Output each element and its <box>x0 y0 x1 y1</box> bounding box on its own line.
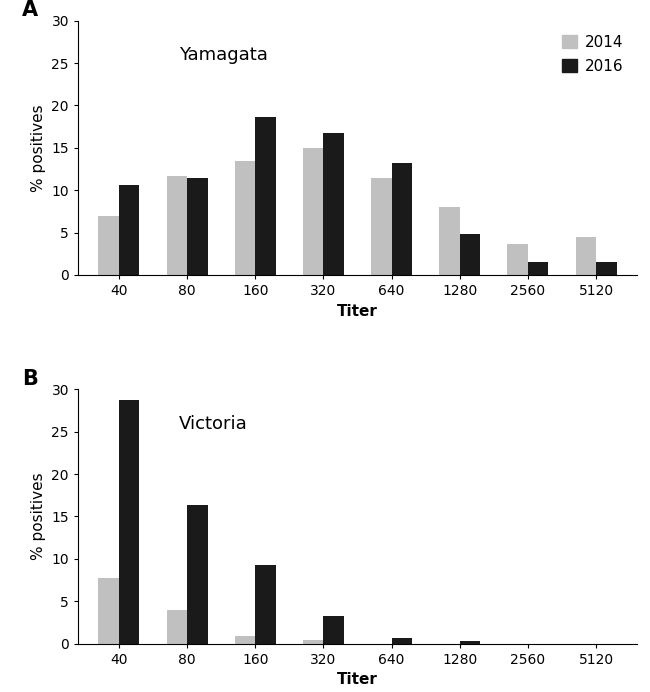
Bar <box>255 565 276 644</box>
Bar <box>187 179 207 275</box>
Bar <box>324 133 344 275</box>
Bar <box>391 637 412 644</box>
Legend: 2014, 2016: 2014, 2016 <box>556 28 629 80</box>
Text: A: A <box>22 1 38 21</box>
Bar <box>98 579 119 644</box>
Bar <box>166 176 187 275</box>
X-axis label: Titer: Titer <box>337 304 378 318</box>
X-axis label: Titer: Titer <box>337 672 378 687</box>
Bar <box>98 216 119 275</box>
Bar <box>235 636 255 644</box>
Bar <box>391 163 412 275</box>
Bar <box>119 185 139 275</box>
Bar <box>166 610 187 644</box>
Bar <box>460 641 480 644</box>
Bar <box>576 237 596 275</box>
Bar <box>596 262 617 275</box>
Bar <box>303 640 324 644</box>
Y-axis label: % positives: % positives <box>31 104 46 192</box>
Bar <box>371 178 391 275</box>
Text: B: B <box>22 369 38 389</box>
Y-axis label: % positives: % positives <box>31 473 46 561</box>
Bar <box>255 116 276 275</box>
Text: Victoria: Victoria <box>179 415 248 432</box>
Bar <box>528 262 549 275</box>
Bar <box>119 401 139 644</box>
Text: Yamagata: Yamagata <box>179 46 268 64</box>
Bar <box>460 235 480 275</box>
Bar <box>187 504 207 644</box>
Bar <box>235 161 255 275</box>
Bar <box>439 207 460 275</box>
Bar <box>324 617 344 644</box>
Bar <box>508 244 528 275</box>
Bar <box>303 148 324 275</box>
